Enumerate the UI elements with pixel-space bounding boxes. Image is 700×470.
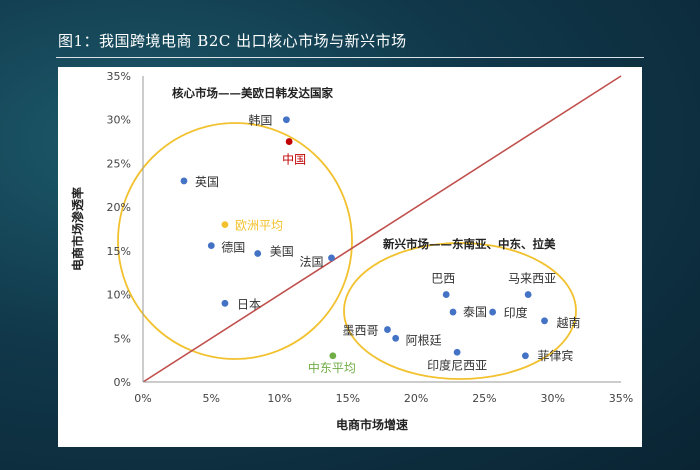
title-divider — [56, 57, 644, 58]
point-label: 巴西 — [431, 272, 455, 286]
group-label: 新兴市场——东南亚、中东、拉美 — [383, 237, 556, 251]
point-label: 泰国 — [463, 305, 487, 319]
data-point — [453, 348, 461, 356]
point-label: 墨西哥 — [342, 324, 378, 338]
data-point — [384, 326, 391, 333]
x-axis-title: 电商市场增速 — [336, 417, 408, 432]
y-tick-label: 0% — [114, 376, 131, 389]
x-tick-label: 30% — [540, 392, 564, 405]
y-tick-label: 30% — [107, 114, 131, 127]
scatter-chart: 0% 5% 10% 15% 20% 25% 30% 35% 0% 5% 10% 15% 20% 25% 30… — [70, 70, 633, 432]
point-label: 德国 — [221, 240, 245, 255]
chart-panel: 0% 5% 10% 15% 20% 25% 30% 35% 0% 5% 10% 15% 20% 25% 30… — [58, 67, 642, 447]
point-label: 马来西亚 — [508, 272, 556, 286]
point-label: 法国 — [299, 255, 323, 269]
x-tick-label: 35% — [609, 392, 633, 405]
data-point — [522, 352, 529, 360]
emerging-market-ellipse — [343, 242, 577, 380]
core-market-ellipse — [117, 122, 353, 360]
data-point — [285, 138, 293, 145]
x-tick-label: 5% — [203, 392, 220, 405]
data-point — [283, 116, 290, 124]
point-label: 印度尼西亚 — [427, 357, 487, 372]
data-point — [449, 308, 457, 316]
point-label: 中东平均 — [308, 360, 356, 375]
group-label: 核心市场——美欧日韩发达国家 — [172, 86, 333, 100]
y-tick-label: 15% — [107, 245, 131, 258]
y-tick-label: 35% — [107, 70, 131, 83]
data-point — [442, 291, 450, 298]
y-axis-title: 电商市场渗透率 — [70, 187, 85, 271]
data-point — [254, 250, 262, 257]
y-tick-label: 10% — [107, 289, 131, 302]
point-label: 韩国 — [248, 113, 272, 128]
y-tick-label: 20% — [107, 201, 131, 214]
x-tick-label: 15% — [336, 392, 360, 405]
data-point — [329, 352, 337, 360]
y-tick-label: 25% — [107, 157, 131, 170]
point-label: 日本 — [237, 297, 261, 311]
x-tick-label: 0% — [134, 392, 151, 405]
point-label: 英国 — [195, 175, 219, 189]
data-point — [524, 291, 532, 298]
y-tick-label: 5% — [114, 332, 131, 345]
point-label: 欧洲平均 — [235, 219, 283, 233]
data-point — [221, 299, 229, 307]
data-point — [489, 308, 497, 316]
diagonal-line — [142, 75, 622, 383]
data-point — [207, 242, 215, 250]
data-point — [180, 177, 188, 185]
data-point — [392, 334, 400, 342]
x-tick-label: 25% — [472, 392, 496, 405]
data-point — [221, 221, 229, 229]
x-tick-label: 20% — [404, 392, 428, 405]
data-point — [328, 254, 335, 262]
page-title: 图1：我国跨境电商 B2C 出口核心市场与新兴市场 — [58, 32, 407, 50]
point-label: 中国 — [282, 152, 306, 167]
x-tick-label: 10% — [267, 392, 291, 405]
point-label: 美国 — [270, 244, 294, 258]
point-label: 菲律宾 — [537, 348, 573, 363]
point-label: 印度 — [504, 305, 528, 320]
point-label: 越南 — [557, 315, 581, 330]
point-label: 阿根廷 — [406, 333, 442, 347]
data-point — [541, 317, 548, 325]
